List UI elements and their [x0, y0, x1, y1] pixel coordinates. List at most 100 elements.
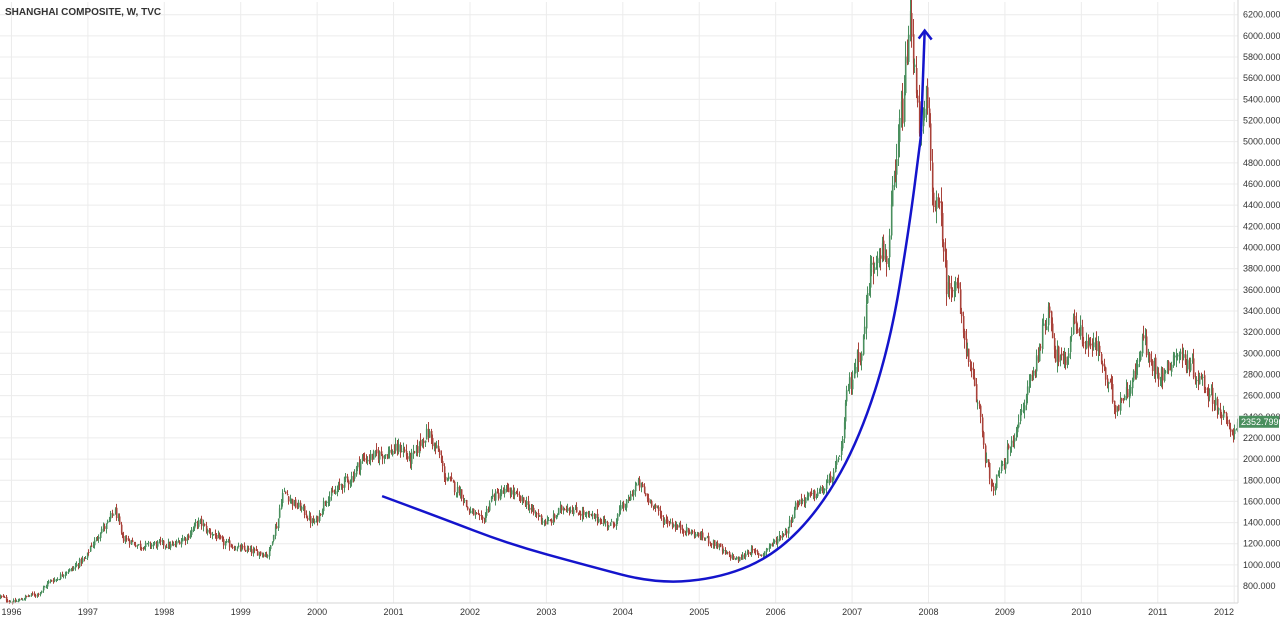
candle-body — [718, 544, 721, 548]
candle-body — [387, 451, 390, 457]
candle-body — [441, 460, 444, 467]
candle-body — [532, 507, 535, 514]
candle-body — [172, 543, 175, 546]
y-tick-label: 5000.000 — [1243, 137, 1280, 147]
last-price-marker — [1239, 415, 1279, 428]
candle-body — [1157, 372, 1160, 380]
candle-body — [289, 499, 292, 501]
candle-body — [1111, 384, 1114, 402]
candle-body — [1037, 357, 1040, 362]
candle-body — [115, 507, 118, 519]
candle-body — [759, 554, 762, 556]
candle-body — [374, 450, 377, 452]
candle-body — [227, 540, 230, 542]
candle-body — [390, 449, 393, 455]
candle-body — [613, 524, 616, 526]
candle-body — [766, 548, 769, 550]
candle-body — [149, 542, 152, 547]
candle-body — [408, 453, 411, 459]
candle-body — [277, 518, 280, 529]
candle-body — [1147, 351, 1150, 354]
candle-body — [707, 536, 710, 544]
candle-body — [781, 533, 784, 538]
candle-body — [211, 534, 214, 536]
candle-body — [935, 197, 938, 209]
candle-body — [371, 454, 374, 460]
candle-body — [338, 484, 341, 486]
candle-body — [951, 290, 954, 292]
candle-body — [610, 521, 613, 523]
candle-body — [243, 545, 246, 550]
candle-body — [1138, 359, 1141, 363]
candle-body — [259, 551, 262, 555]
candle-body — [217, 534, 220, 539]
candle-body — [64, 573, 67, 576]
candle-body — [24, 596, 27, 599]
candle-body — [366, 459, 369, 462]
candle-body — [515, 492, 518, 494]
candle-body — [199, 519, 202, 521]
candle-body — [895, 159, 898, 175]
candle-body — [61, 574, 64, 576]
candle-body — [493, 493, 496, 500]
candle-body — [854, 367, 857, 374]
candle-body — [1009, 447, 1012, 450]
candle-body — [1041, 324, 1044, 350]
candle-body — [704, 537, 707, 539]
candle-body — [863, 326, 866, 334]
candle-body — [1079, 325, 1082, 336]
candle-body — [224, 542, 227, 546]
candle-body — [735, 556, 738, 560]
candle-body — [544, 521, 547, 525]
candle-body — [1125, 387, 1128, 398]
candle-body — [941, 213, 944, 241]
candle-body — [547, 520, 550, 522]
candle-body — [236, 546, 239, 549]
candle-body — [778, 535, 781, 539]
candle-body — [945, 260, 948, 295]
candle-body — [838, 455, 841, 457]
candle-body — [1156, 373, 1159, 376]
candle-body — [500, 490, 503, 495]
candle-body — [881, 243, 884, 259]
candle-body — [1062, 353, 1065, 361]
candle-body — [869, 263, 872, 288]
candle-body — [471, 509, 474, 511]
candle-body — [1206, 391, 1209, 393]
candle-body — [638, 479, 641, 488]
candle-body — [549, 520, 552, 522]
candle-body — [134, 545, 137, 547]
candle-body — [1091, 344, 1094, 347]
candle-body — [21, 599, 24, 601]
candle-body — [396, 443, 399, 452]
x-tick-label: 1999 — [231, 607, 251, 617]
candle-body — [249, 548, 252, 551]
candle-body — [528, 507, 531, 510]
candle-body — [904, 56, 907, 94]
candle-body — [100, 528, 103, 534]
candle-body — [331, 490, 334, 493]
candle-body — [609, 522, 612, 526]
candle-body — [55, 579, 58, 581]
candle-body — [265, 553, 268, 556]
candle-body — [769, 543, 772, 547]
chart-title: SHANGHAI COMPOSITE, W, TVC — [5, 7, 161, 18]
candle-body — [1095, 340, 1098, 352]
candle-body — [985, 458, 988, 463]
candle-body — [1113, 400, 1116, 408]
candle-body — [83, 558, 86, 560]
candle-body — [15, 600, 18, 602]
candle-body — [957, 282, 960, 289]
candle-body — [369, 453, 372, 461]
candle-body — [994, 489, 997, 491]
candle-body — [773, 540, 776, 542]
candle-body — [20, 598, 23, 600]
candle-body — [559, 506, 562, 509]
candle-body — [894, 174, 897, 178]
candle-body — [499, 494, 502, 500]
candle-body — [632, 490, 635, 496]
candle-body — [74, 565, 77, 568]
candle-body — [832, 471, 835, 480]
candle-body — [1022, 408, 1025, 413]
candle-body — [1188, 361, 1191, 371]
